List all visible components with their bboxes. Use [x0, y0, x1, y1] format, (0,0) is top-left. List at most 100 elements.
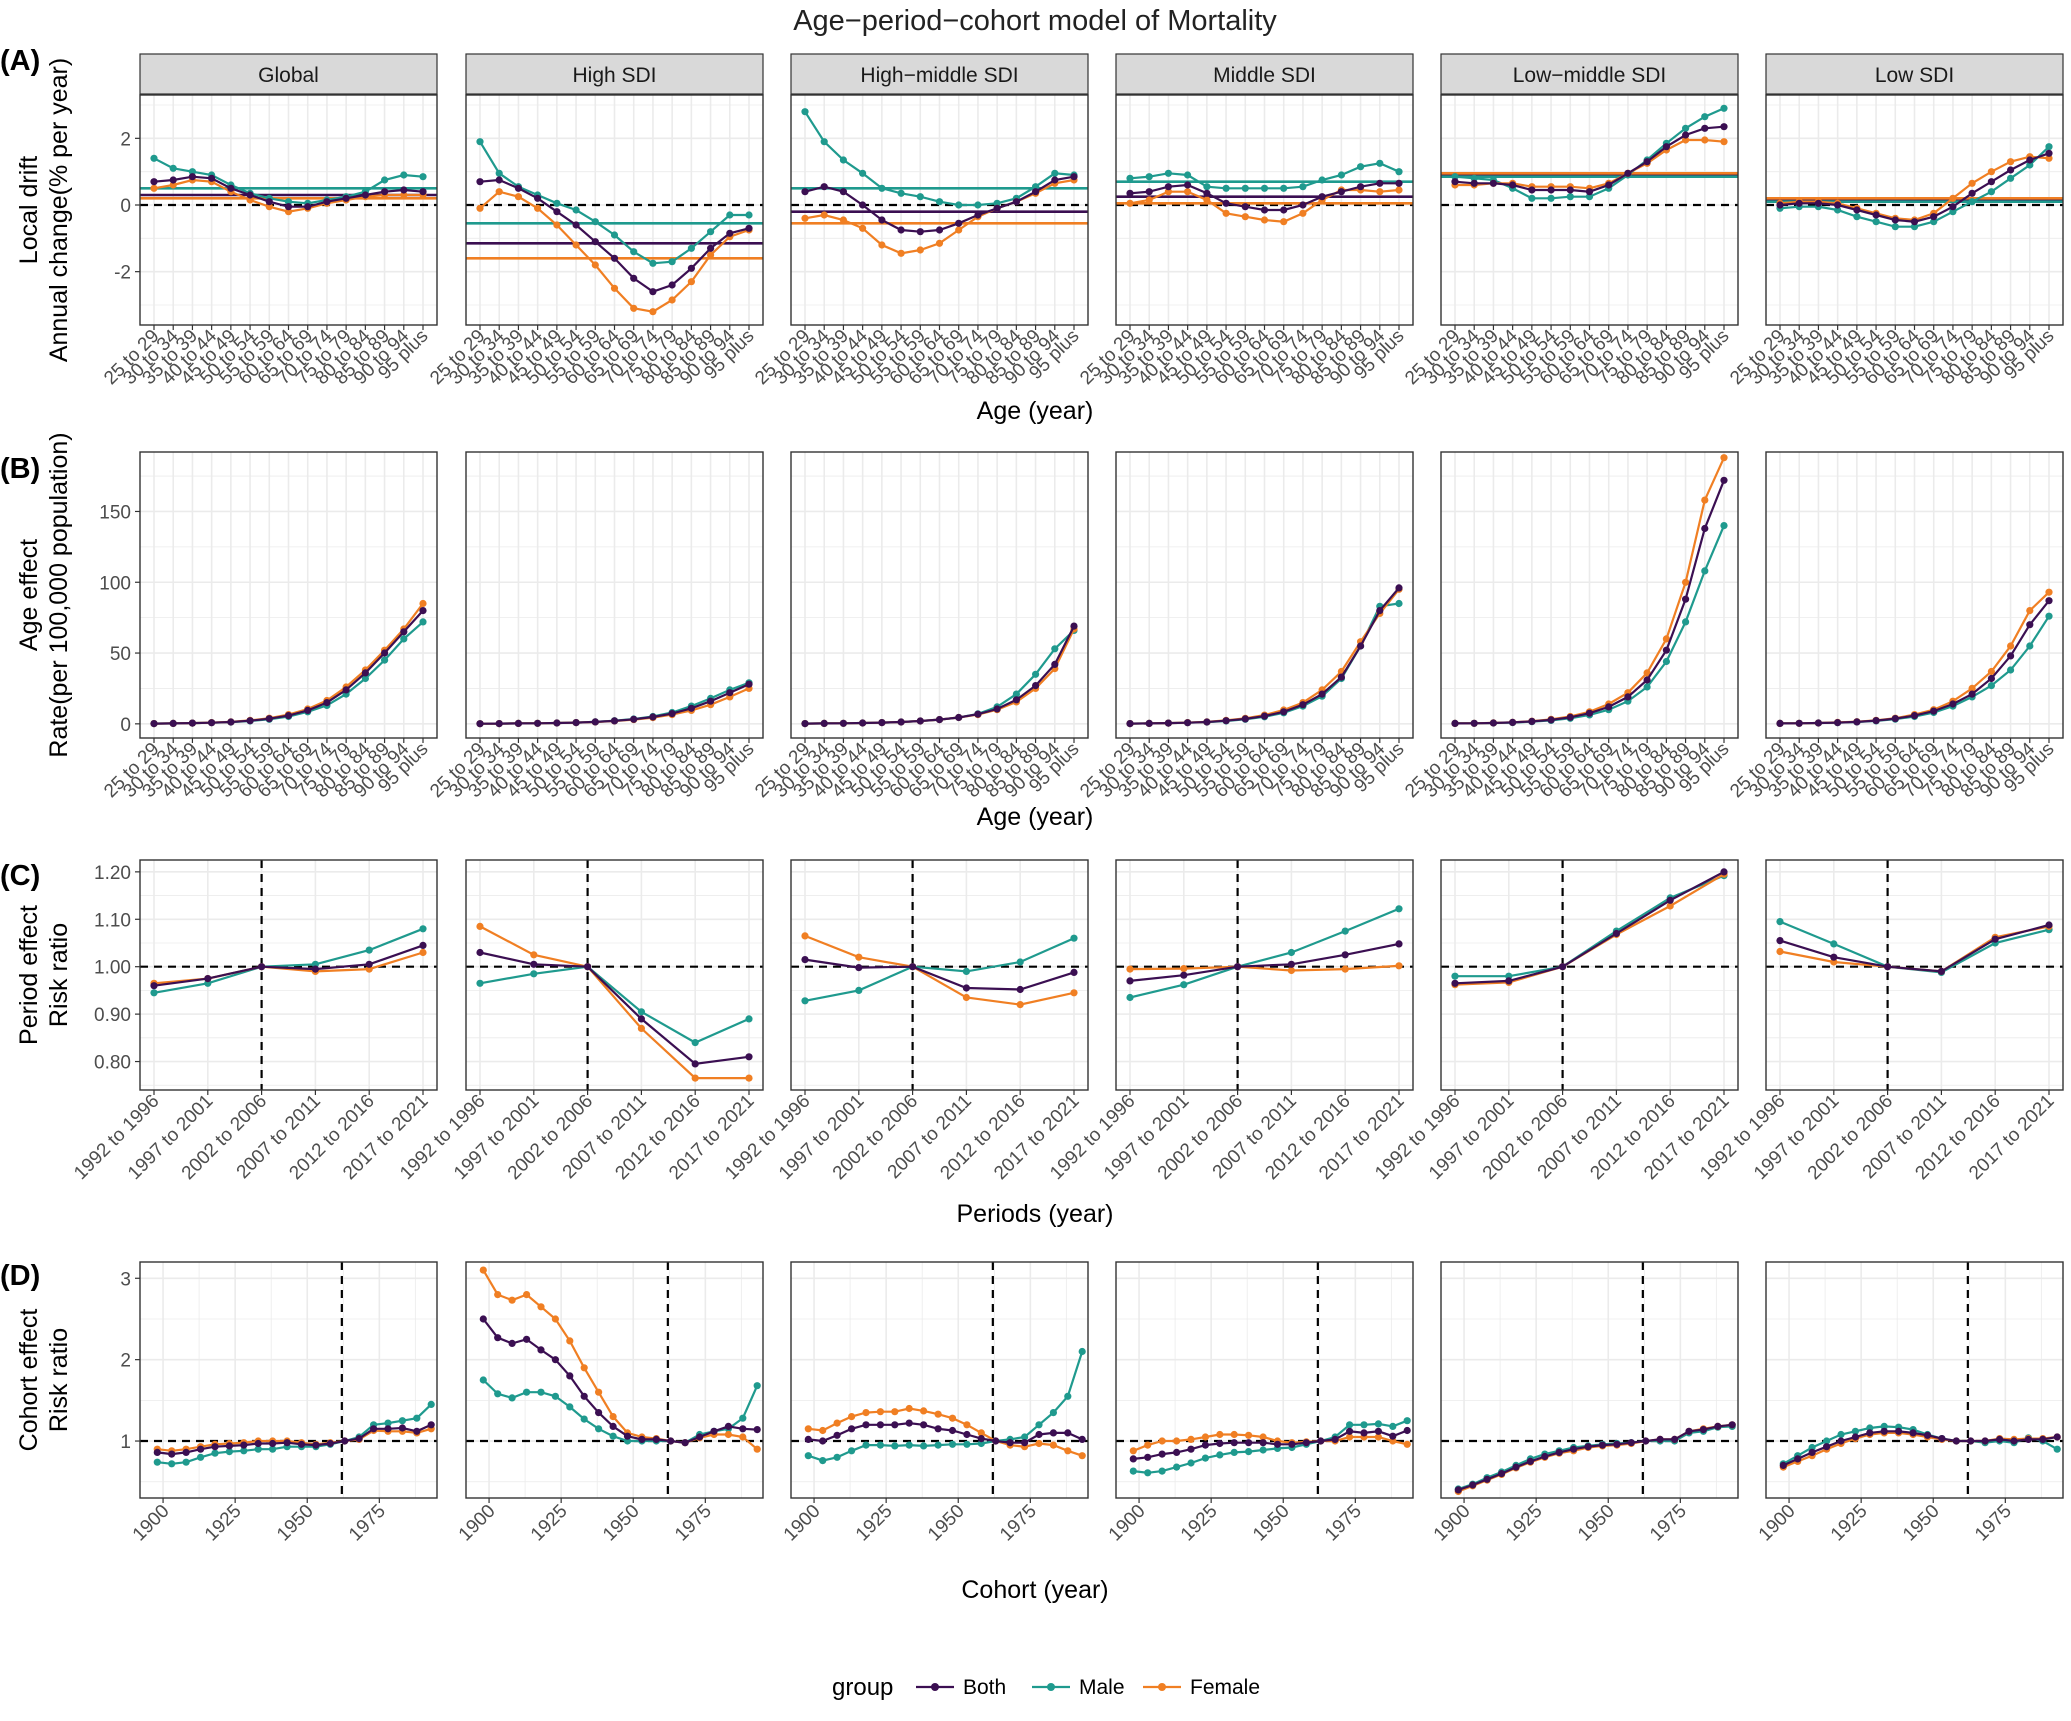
data-point-both	[370, 1425, 378, 1433]
data-point-both	[820, 183, 828, 191]
data-point-both	[1184, 719, 1192, 727]
y-axis-title-line: Period effect	[15, 905, 43, 1045]
data-point-female	[1299, 209, 1307, 217]
data-point-both	[1526, 1457, 1534, 1465]
data-point-both	[323, 699, 331, 707]
data-point-both	[1203, 189, 1211, 197]
data-point-male	[1144, 1469, 1152, 1477]
data-point-both	[1006, 1439, 1014, 1447]
data-point-male	[1158, 1467, 1166, 1475]
data-point-both	[1547, 716, 1555, 724]
data-point-both	[1280, 708, 1288, 716]
data-point-female	[848, 1413, 856, 1421]
data-point-both	[1776, 937, 1784, 945]
data-point-female	[691, 1074, 699, 1082]
data-point-male	[188, 168, 196, 176]
data-point-male	[1032, 183, 1040, 191]
data-point-both	[1483, 1475, 1491, 1483]
data-point-both	[934, 1425, 942, 1433]
data-point-male	[400, 171, 408, 179]
data-point-both	[1346, 1427, 1354, 1435]
data-point-female	[637, 1024, 646, 1032]
data-point-both	[1012, 198, 1021, 206]
row-1-group: (B)Age effectRate(per 100,000 population…	[0, 432, 2064, 831]
data-point-both	[1823, 1443, 1831, 1451]
data-point-both	[935, 226, 944, 234]
data-point-female	[833, 1419, 841, 1427]
data-point-female	[745, 1074, 753, 1082]
data-point-female	[537, 1303, 545, 1311]
data-point-both	[955, 219, 963, 227]
data-point-male	[1701, 113, 1709, 121]
y-tick-label: 3	[120, 1269, 131, 1290]
data-point-both	[1203, 718, 1211, 726]
data-point-both	[384, 1425, 392, 1433]
data-point-male	[494, 1390, 502, 1398]
data-point-both	[839, 719, 848, 727]
data-point-both	[804, 1435, 812, 1443]
data-point-both	[1967, 1437, 1975, 1445]
data-point-both	[591, 238, 599, 246]
y-tick-label: 100	[99, 573, 131, 594]
data-point-both	[1287, 960, 1295, 968]
series-both	[479, 1315, 761, 1447]
data-point-both	[610, 717, 619, 725]
data-point-both	[1541, 1452, 1549, 1461]
legend: group Both Male Female	[832, 1674, 1260, 1701]
data-point-male	[1245, 1448, 1253, 1456]
data-point-both	[1566, 713, 1574, 721]
panel-strip-label: Low SDI	[1875, 64, 1954, 87]
series-both	[1779, 1427, 2061, 1469]
data-point-both	[1720, 476, 1728, 484]
y-tick-label: 50	[110, 644, 131, 665]
data-point-male	[1318, 176, 1326, 184]
data-point-both	[2007, 166, 2015, 174]
data-point-both	[204, 975, 212, 983]
data-point-male	[1376, 159, 1384, 167]
data-point-both	[1505, 977, 1513, 985]
data-point-both	[859, 719, 867, 727]
data-point-both	[696, 1433, 704, 1441]
data-point-female	[2045, 154, 2053, 162]
y-axis-title-line: Risk ratio	[45, 1328, 73, 1432]
data-point-both	[1012, 696, 1021, 704]
panel-border	[1765, 859, 2064, 1091]
data-point-both	[1241, 715, 1249, 723]
data-point-female	[855, 953, 863, 961]
panel-border	[1115, 859, 1414, 1091]
panel-3-middle-sdi: 1900 1925 1950 1975	[1105, 1261, 1414, 1545]
data-point-both	[610, 254, 619, 262]
y-axis-title-line: Annual change(% per year)	[45, 58, 73, 362]
data-point-male	[1230, 1448, 1238, 1456]
data-point-female	[1144, 1441, 1152, 1449]
y-tick-label: 2	[120, 129, 131, 150]
data-point-both	[2026, 156, 2034, 164]
panel-strip-label: Global	[258, 64, 319, 87]
data-point-both	[878, 719, 886, 727]
series-both	[1776, 921, 2053, 976]
y-tick-label: 1.20	[94, 863, 131, 884]
data-point-both	[476, 720, 484, 728]
data-point-male	[381, 176, 389, 184]
data-point-male	[1701, 567, 1709, 575]
data-point-both	[188, 719, 196, 727]
y-axis-title-line: Local drift	[15, 156, 43, 264]
series-both	[1126, 584, 1403, 728]
data-point-male	[1547, 194, 1555, 202]
series-female	[1126, 186, 1403, 226]
panel-strip	[790, 53, 1089, 95]
data-point-both	[150, 720, 158, 728]
data-point-both	[1234, 963, 1242, 971]
data-point-both	[1701, 124, 1709, 132]
data-point-both	[1498, 1470, 1506, 1478]
data-point-both	[1872, 211, 1880, 219]
data-point-both	[398, 1424, 406, 1432]
data-point-male	[1016, 958, 1024, 966]
data-point-both	[1164, 183, 1172, 191]
data-point-female	[1403, 1440, 1411, 1448]
y-axis-title-line: Age effect	[15, 539, 43, 651]
series-line-both	[804, 958, 1075, 991]
data-point-female	[514, 193, 523, 201]
